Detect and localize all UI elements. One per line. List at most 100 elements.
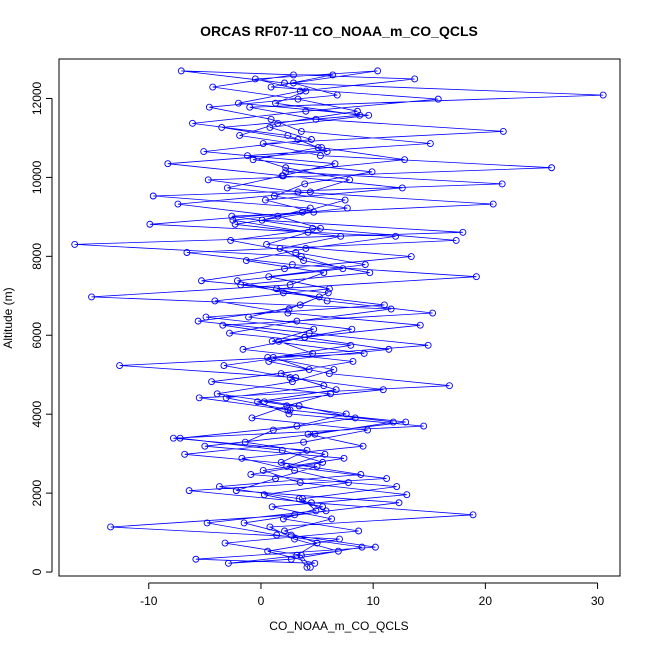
y-axis-label: Altitude (m) xyxy=(1,287,15,348)
data-point xyxy=(291,535,299,543)
data-point xyxy=(452,236,460,244)
data-point xyxy=(232,487,240,495)
data-point xyxy=(365,111,373,119)
data-point xyxy=(303,563,311,571)
data-point xyxy=(275,337,283,345)
data-point xyxy=(291,467,299,474)
data-point xyxy=(247,471,255,478)
y-tick-label: 10000 xyxy=(30,160,44,194)
data-point xyxy=(383,475,391,482)
data-point xyxy=(310,325,318,333)
data-point xyxy=(281,79,288,87)
data-point xyxy=(283,462,291,470)
data-point xyxy=(402,418,410,426)
data-point xyxy=(281,265,288,273)
data-point xyxy=(374,67,382,75)
data-point xyxy=(273,531,281,539)
data-point xyxy=(246,103,254,111)
data-point xyxy=(300,438,308,446)
data-point xyxy=(177,67,185,75)
data-point xyxy=(348,325,356,333)
data-point xyxy=(301,180,309,188)
data-point xyxy=(220,362,228,369)
data-point xyxy=(319,458,327,466)
plot-frame xyxy=(58,58,621,577)
data-point xyxy=(282,168,290,176)
data-point xyxy=(295,495,303,503)
data-point xyxy=(359,442,367,450)
data-point xyxy=(301,333,309,341)
data-point xyxy=(189,119,196,127)
data-point xyxy=(306,188,314,196)
data-point xyxy=(218,123,226,131)
data-point xyxy=(548,164,556,172)
data-point xyxy=(278,172,286,180)
data-point xyxy=(267,83,275,91)
data-point xyxy=(321,450,329,458)
y-tick-label: 12000 xyxy=(30,81,44,115)
x-tick-label: 20 xyxy=(479,594,493,608)
data-point xyxy=(489,200,497,208)
data-point xyxy=(308,499,315,507)
data-point xyxy=(195,394,203,402)
data-point xyxy=(249,156,257,164)
data-point xyxy=(286,406,294,414)
x-tick-label: 30 xyxy=(591,594,605,608)
data-point xyxy=(222,394,230,402)
data-point xyxy=(315,293,323,301)
data-point xyxy=(330,366,338,374)
data-point xyxy=(194,317,202,325)
data-point xyxy=(407,253,415,260)
data-point xyxy=(266,523,274,531)
data-point xyxy=(284,309,292,317)
data-point xyxy=(311,430,319,438)
data-point xyxy=(248,414,256,422)
data-point xyxy=(284,132,292,139)
data-point xyxy=(355,527,363,535)
data-point xyxy=(392,232,400,240)
data-point xyxy=(313,539,321,547)
data-point xyxy=(265,358,273,365)
data-point xyxy=(420,422,428,430)
chart-title: ORCAS RF07-11 CO_NOAA_m_CO_QCLS xyxy=(200,23,478,39)
data-point xyxy=(299,495,306,503)
data-point xyxy=(290,71,297,79)
data-point xyxy=(297,127,305,135)
data-point xyxy=(266,123,274,131)
data-point xyxy=(599,91,607,99)
data-point xyxy=(164,160,172,168)
data-point xyxy=(200,148,208,156)
data-point xyxy=(332,386,340,394)
data-point xyxy=(302,245,310,252)
data-point xyxy=(314,144,322,152)
data-point xyxy=(226,329,233,337)
data-point xyxy=(328,515,336,523)
data-point xyxy=(261,196,269,204)
data-point xyxy=(279,289,287,297)
data-point xyxy=(401,156,409,164)
data-point xyxy=(209,83,217,91)
data-point xyxy=(274,212,282,220)
data-point xyxy=(446,382,453,390)
data-point xyxy=(270,192,278,200)
data-point xyxy=(235,99,242,107)
data-point xyxy=(309,349,317,357)
data-point xyxy=(393,483,401,491)
data-point xyxy=(242,257,250,265)
data-point xyxy=(294,136,302,143)
data-point xyxy=(236,132,244,139)
data-point xyxy=(360,349,368,357)
data-point xyxy=(241,438,249,446)
data-point xyxy=(288,378,296,386)
data-point xyxy=(281,527,288,535)
data-layer xyxy=(71,67,607,571)
data-point xyxy=(342,410,350,418)
data-point xyxy=(316,224,324,232)
data-point xyxy=(296,301,304,309)
data-point xyxy=(290,79,297,87)
data-point xyxy=(349,358,357,365)
data-point xyxy=(323,148,331,156)
data-point xyxy=(287,531,295,539)
data-point xyxy=(322,507,330,515)
y-tick-label: 2000 xyxy=(30,479,44,506)
